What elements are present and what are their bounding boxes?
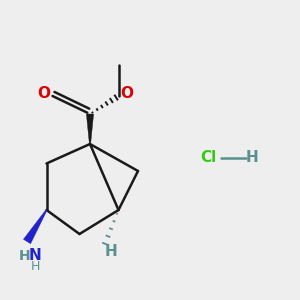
Text: O: O	[37, 86, 50, 101]
Text: H: H	[105, 244, 117, 260]
Text: O: O	[120, 86, 134, 101]
Text: H: H	[19, 249, 31, 263]
Polygon shape	[23, 210, 47, 244]
Polygon shape	[86, 114, 94, 144]
Text: N: N	[29, 248, 42, 263]
Text: H: H	[246, 150, 258, 165]
Text: H: H	[31, 260, 40, 273]
Text: Cl: Cl	[200, 150, 217, 165]
